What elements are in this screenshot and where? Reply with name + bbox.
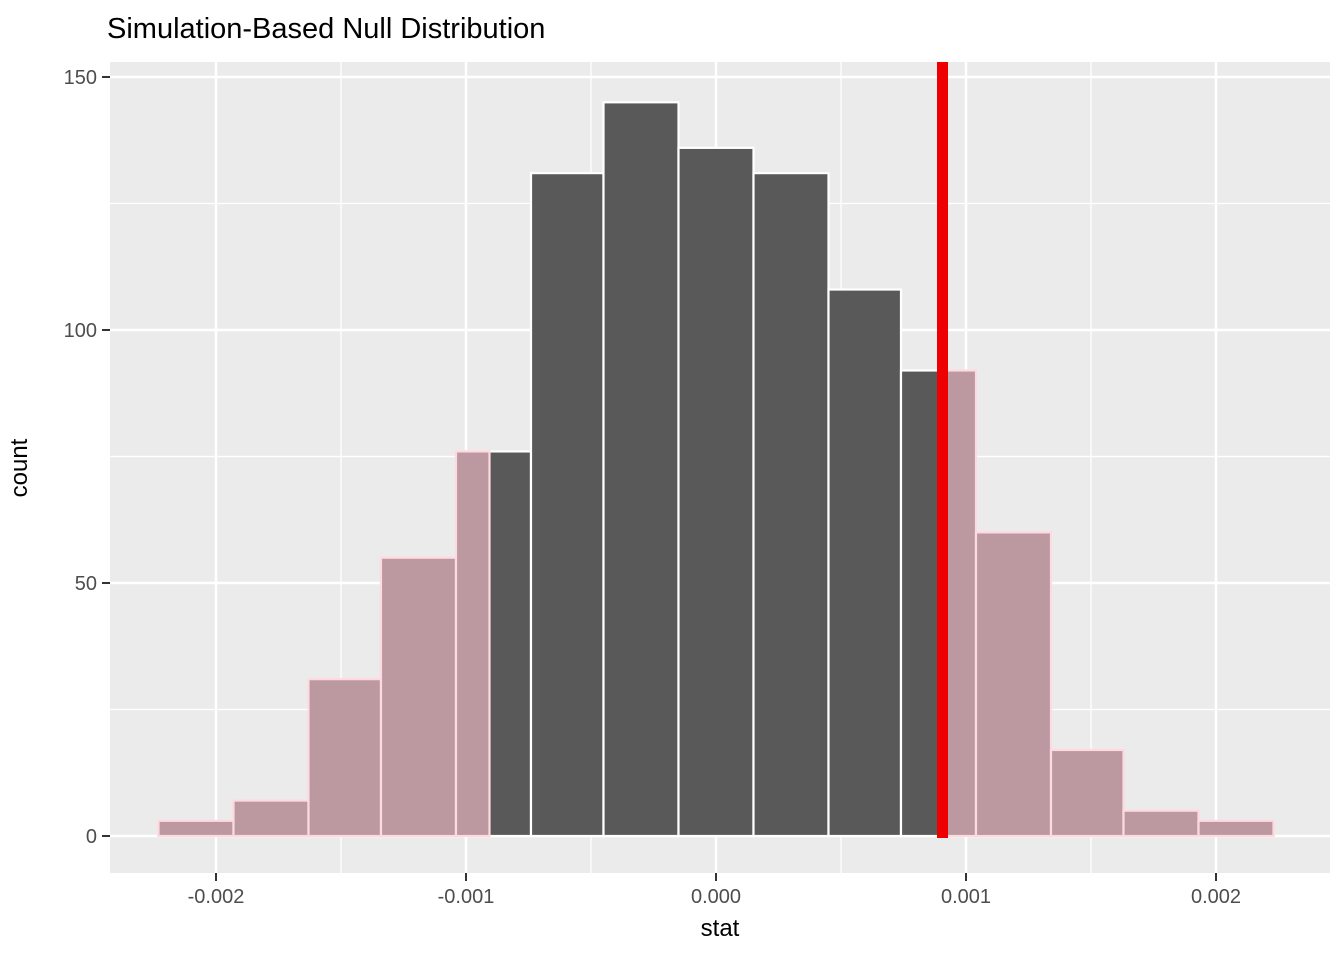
histogram-bar xyxy=(827,288,903,838)
histogram-bar xyxy=(529,172,605,838)
y-tick-label: 150 xyxy=(64,67,97,89)
histogram-bar xyxy=(602,101,680,838)
x-tick-label: -0.001 xyxy=(438,886,495,908)
y-tick-label: 100 xyxy=(64,320,97,342)
plot-title: Simulation-Based Null Distribution xyxy=(107,13,545,45)
x-tick-label: 0.000 xyxy=(691,886,741,908)
shaded-histogram-bar xyxy=(1197,819,1275,838)
axis-tick-labels: -0.002 -0.001 0.000 0.001 0.002 0 50 100 150 xyxy=(64,67,1241,908)
shaded-histogram-bar xyxy=(454,450,491,838)
shaded-histogram-bar xyxy=(307,678,383,838)
x-tick-label: 0.002 xyxy=(1191,886,1241,908)
histogram-bar xyxy=(752,172,830,838)
x-tick-label: -0.002 xyxy=(188,886,245,908)
y-tick-label: 50 xyxy=(75,573,97,595)
shaded-histogram-bar xyxy=(157,819,235,838)
axis-tick-marks xyxy=(102,76,1217,881)
observed-stat-line xyxy=(937,62,948,838)
shaded-histogram-bar xyxy=(941,369,978,838)
shaded-histogram-bar xyxy=(974,531,1053,838)
shaded-histogram-bar xyxy=(1049,748,1125,838)
shaded-histogram-bar xyxy=(1122,809,1200,838)
x-tick-label: 0.001 xyxy=(941,886,991,908)
histogram-bar xyxy=(677,146,755,838)
shaded-histogram-bar xyxy=(232,799,310,838)
y-tick-label: 0 xyxy=(86,826,97,848)
p-value-shaded-bars xyxy=(157,369,1275,838)
x-axis-title: stat xyxy=(701,915,740,942)
shaded-histogram-bar xyxy=(379,556,458,838)
y-axis-title: count xyxy=(6,438,33,497)
